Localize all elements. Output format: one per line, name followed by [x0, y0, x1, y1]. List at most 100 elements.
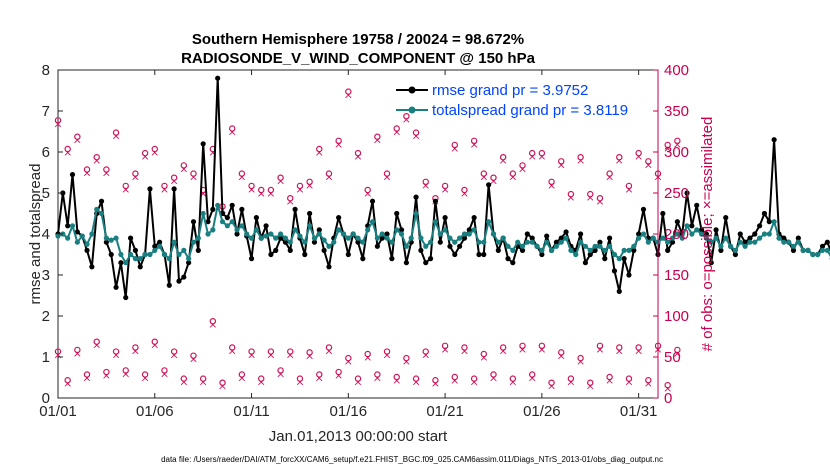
obs-low-assimilated-marker: ×: [102, 369, 111, 382]
series-1-point: [718, 243, 724, 249]
series-1-point: [316, 231, 322, 237]
y-axis-label-right: # of obs: o=possible; ×=assimilated: [699, 117, 716, 352]
obs-high-assimilated-marker: ×: [518, 162, 527, 175]
series-1-point: [263, 233, 269, 239]
series-1-point: [457, 235, 463, 241]
obs-high-assimilated-marker: ×: [528, 150, 537, 163]
obs-low-possible-marker: [441, 342, 449, 349]
obs-low-possible-marker: [345, 354, 352, 362]
series-1-point: [490, 231, 497, 237]
series-1-point: [640, 231, 647, 237]
series-0-point: [74, 229, 80, 235]
y-tick-label-right: 50: [664, 349, 681, 366]
series-1-point: [432, 219, 439, 225]
legend-rmse-marker: [408, 86, 416, 94]
obs-low-assimilated-marker: ×: [499, 344, 508, 357]
series-1-point: [708, 239, 714, 245]
series-0-point: [558, 235, 564, 241]
obs-low-assimilated-marker: ×: [82, 372, 91, 385]
series-1-point: [94, 206, 100, 212]
chart-title-line2: RADIOSONDE_V_WIND_COMPONENT @ 150 hPa: [181, 50, 536, 67]
series-0-point: [524, 231, 530, 237]
series-0-point: [626, 272, 632, 278]
obs-low-assimilated-marker: ×: [111, 349, 120, 362]
series-1-point: [486, 219, 492, 225]
series-1-point: [379, 231, 385, 237]
y-tick-label-left: 2: [42, 308, 50, 325]
obs-high-assimilated-marker: ×: [382, 171, 391, 184]
obs-high-possible-marker: [548, 178, 555, 185]
series-1-point: [311, 235, 318, 241]
x-tick-label: 01/26: [523, 403, 561, 420]
obs-high-possible-marker: [374, 133, 381, 140]
series-1-point: [476, 239, 482, 245]
series-1-point: [360, 239, 366, 245]
obs-high-assimilated-marker: ×: [208, 146, 217, 159]
obs-high-assimilated-marker: ×: [295, 183, 304, 196]
series-0-point: [766, 219, 772, 225]
series-1-point: [408, 235, 414, 241]
obs-high-assimilated-marker: ×: [102, 167, 111, 180]
obs-low-assimilated-marker: ×: [566, 376, 575, 389]
series-1-point: [534, 243, 540, 249]
obs-high-possible-marker: [383, 170, 391, 177]
series-1-point: [307, 223, 313, 229]
series-1-point: [389, 239, 395, 245]
obs-low-possible-marker: [54, 348, 62, 355]
series-1-point: [292, 227, 298, 233]
obs-high-possible-marker: [132, 170, 139, 177]
series-0-point: [418, 247, 424, 253]
series-0-point: [582, 260, 589, 266]
obs-high-possible-marker: [238, 170, 246, 177]
series-layer: [55, 75, 830, 301]
series-1-point: [626, 247, 632, 253]
obs-high-assimilated-marker: ×: [460, 187, 469, 200]
series-0-point: [723, 215, 729, 221]
obs-low-assimilated-marker: ×: [208, 318, 217, 331]
obs-low-possible-marker: [393, 373, 400, 381]
series-1-point: [577, 239, 584, 245]
series-1-point: [810, 251, 816, 258]
series-0-point: [747, 235, 753, 241]
series-0-point: [544, 233, 550, 239]
series-1-point: [55, 233, 61, 239]
series-0-point: [510, 260, 516, 266]
x-tick-label: 01/01: [39, 403, 77, 420]
series-1-point: [636, 235, 642, 241]
series-0-point: [171, 186, 177, 192]
obs-high-possible-marker: [103, 166, 110, 173]
series-0-point: [360, 256, 366, 262]
series-1-point: [297, 233, 303, 239]
obs-high-assimilated-marker: ×: [586, 191, 595, 204]
series-0-point: [157, 239, 163, 245]
series-0-point: [427, 256, 434, 262]
series-1-point: [548, 247, 555, 253]
obs-high-assimilated-marker: ×: [644, 158, 653, 171]
series-0-point: [761, 210, 768, 217]
obs-high-assimilated-marker: ×: [344, 89, 353, 102]
obs-high-assimilated-marker: ×: [179, 162, 188, 175]
series-1-point: [519, 243, 526, 249]
obs-high-assimilated-marker: ×: [150, 146, 159, 159]
chart-title-line1: Southern Hemisphere 19758 / 20024 = 98.6…: [192, 31, 524, 48]
series-1-point: [152, 247, 158, 253]
series-1-point: [568, 247, 574, 253]
series-1-point: [336, 227, 342, 233]
obs-high-possible-marker: [422, 178, 429, 185]
series-0-point: [621, 256, 627, 262]
series-0-point: [389, 256, 395, 262]
obs-low-assimilated-marker: ×: [479, 351, 488, 364]
legend-spread-marker: [408, 106, 416, 114]
obs-low-possible-marker: [461, 344, 468, 351]
y-tick-label-left: 4: [42, 226, 50, 243]
series-1-point: [665, 239, 671, 245]
obs-low-assimilated-marker: ×: [218, 380, 227, 393]
obs-high-assimilated-marker: ×: [392, 126, 401, 139]
obs-low-assimilated-marker: ×: [547, 380, 556, 393]
series-1-point: [74, 239, 80, 245]
series-1-point: [118, 251, 124, 258]
x-tick-label: 01/31: [620, 403, 658, 420]
obs-high-assimilated-marker: ×: [566, 191, 575, 204]
obs-high-possible-marker: [180, 162, 188, 169]
obs-high-possible-marker: [161, 182, 168, 190]
